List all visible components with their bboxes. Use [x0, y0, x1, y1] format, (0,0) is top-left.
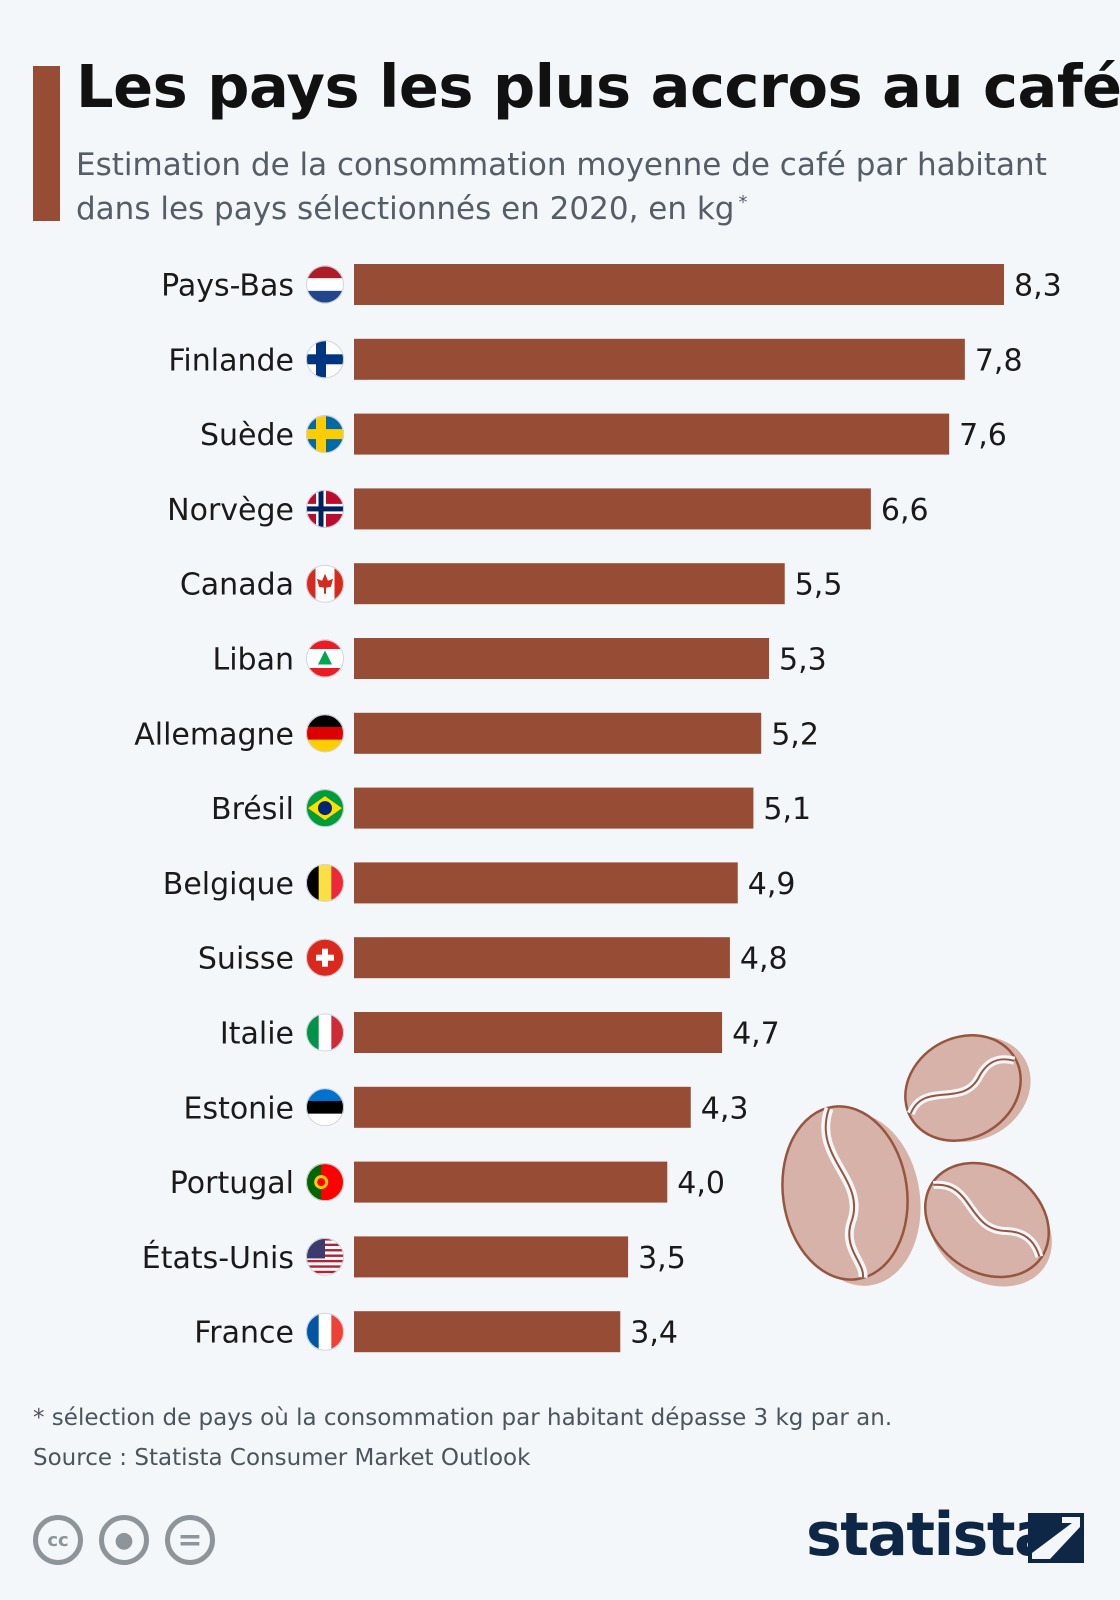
coffee-bean [924, 1161, 1050, 1279]
coffee-beans-illustration [781, 1034, 1052, 1287]
lebanon-flag-icon [306, 639, 344, 678]
value-label: 5,1 [763, 792, 811, 827]
value-label: 5,3 [779, 643, 827, 678]
value-label: 7,8 [975, 343, 1023, 378]
subtitle-footnote-marker: * [738, 192, 748, 213]
bar [354, 712, 762, 754]
bar-row: Canada 5,5 [180, 563, 843, 605]
bar-row: Pays-Bas 8,3 [161, 264, 1062, 305]
value-label: 7,6 [959, 418, 1007, 453]
bar [354, 488, 871, 530]
value-label: 3,4 [630, 1316, 678, 1351]
bar-row: Liban 5,3 [213, 638, 827, 679]
bar-row: France 3,4 [194, 1311, 678, 1353]
cc-icon[interactable]: cc [33, 1515, 83, 1565]
value-label: 4,7 [732, 1017, 780, 1052]
category-label: Pays-Bas [161, 269, 294, 304]
portugal-flag-icon [306, 1163, 344, 1202]
bar-row: Allemagne 5,2 [134, 712, 819, 754]
category-label: Estonie [183, 1091, 294, 1126]
bar [354, 937, 730, 979]
bar-row: Belgique 4,9 [163, 862, 796, 904]
sweden-flag-icon [306, 415, 344, 454]
bar [354, 787, 754, 829]
category-label: Suède [200, 418, 294, 453]
bar-row: Suède 7,6 [200, 413, 1007, 455]
belgium-flag-icon [306, 863, 344, 902]
brazil-flag-icon [306, 789, 344, 828]
category-label: France [194, 1316, 294, 1351]
category-label: Norvège [167, 493, 294, 528]
bar-row: Italie 4,7 [220, 1012, 780, 1053]
coffee-bean [781, 1105, 909, 1281]
category-label: Finlande [168, 343, 294, 378]
value-label: 4,0 [677, 1166, 725, 1201]
bar [354, 338, 965, 380]
value-label: 3,5 [638, 1241, 686, 1276]
switzerland-flag-icon [306, 938, 344, 977]
bar-chart: Pays-Bas 8,3 Finlande 7,8 Suède 7,6 Norvège 6,6… [134, 264, 1062, 1353]
footnote: * sélection de pays où la consommation p… [33, 1405, 893, 1431]
value-label: 4,3 [701, 1091, 749, 1126]
page-title: Les pays les plus accros au café [76, 52, 1120, 121]
netherlands-flag-icon [306, 265, 344, 304]
page-subtitle: Estimation de la consommation moyenne de… [76, 143, 1076, 231]
bar [354, 264, 1004, 305]
category-label: Liban [213, 643, 295, 678]
bar-row: Finlande 7,8 [168, 338, 1023, 380]
category-label: Italie [220, 1017, 294, 1052]
source-note: Source : Statista Consumer Market Outloo… [33, 1445, 531, 1471]
norway-flag-icon [306, 489, 344, 528]
statista-logo-mark [1028, 1513, 1084, 1563]
finland-flag-icon [306, 340, 344, 379]
bar [354, 1236, 629, 1278]
bar-row: Portugal 4,0 [170, 1161, 725, 1203]
bar [354, 413, 950, 455]
usa-flag-icon [306, 1237, 344, 1276]
bar-row: Brésil 5,1 [211, 787, 811, 829]
estonia-flag-icon [306, 1088, 344, 1127]
value-label: 4,9 [748, 867, 796, 902]
value-label: 6,6 [881, 493, 929, 528]
bar-row: États-Unis 3,5 [142, 1236, 686, 1278]
category-label: États-Unis [142, 1240, 294, 1276]
bar-row: Suisse 4,8 [198, 937, 788, 979]
subtitle-text: Estimation de la consommation moyenne de… [76, 147, 1047, 227]
category-label: Belgique [163, 867, 294, 902]
category-label: Canada [180, 568, 294, 603]
statista-logo[interactable]: statista [806, 1500, 1055, 1570]
bar [354, 1161, 668, 1203]
bar [354, 862, 738, 904]
title-accent-bar [33, 66, 60, 221]
italy-flag-icon [306, 1013, 344, 1052]
category-label: Brésil [211, 792, 294, 827]
value-label: 4,8 [740, 942, 788, 977]
france-flag-icon [306, 1312, 344, 1351]
value-label: 8,3 [1014, 269, 1062, 304]
category-label: Allemagne [134, 717, 294, 752]
value-label: 5,5 [795, 568, 843, 603]
bar [354, 563, 785, 605]
bar-row: Norvège 6,6 [167, 488, 929, 530]
no-derivatives-icon[interactable]: = [165, 1515, 215, 1565]
attribution-icon[interactable]: ● [99, 1515, 149, 1565]
canada-flag-icon [306, 564, 344, 603]
bar [354, 1012, 723, 1053]
value-label: 5,2 [771, 717, 819, 752]
bar [354, 1086, 691, 1128]
bar [354, 638, 770, 679]
bar-row: Estonie 4,3 [183, 1086, 749, 1128]
germany-flag-icon [306, 714, 344, 753]
category-label: Portugal [170, 1166, 294, 1201]
bar [354, 1311, 621, 1353]
category-label: Suisse [198, 942, 294, 977]
